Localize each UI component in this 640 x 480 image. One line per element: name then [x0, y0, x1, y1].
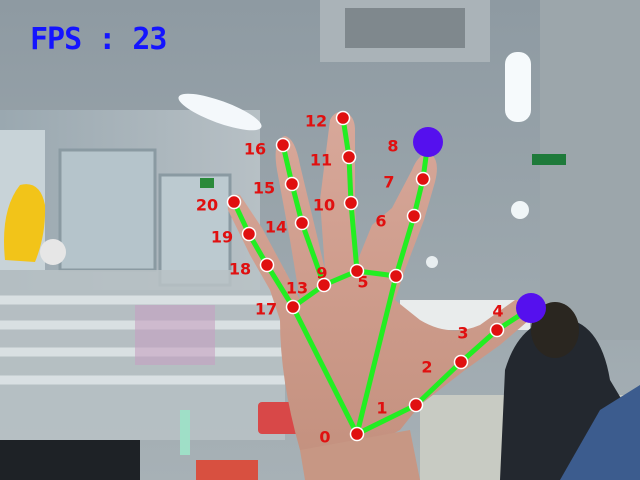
keypoint-5	[388, 268, 404, 284]
fingertip-highlight-8	[413, 127, 443, 157]
keypoint-label-0: 0	[319, 428, 330, 447]
skeleton-bone-9-10	[348, 200, 360, 274]
keypoint-label-12: 12	[305, 112, 327, 131]
hand	[227, 111, 535, 480]
skeleton-bone-1-2	[413, 359, 464, 408]
keypoint-12	[335, 110, 351, 126]
keypoint-1	[408, 397, 424, 413]
keypoint-10	[343, 195, 359, 211]
keypoint-label-8: 8	[387, 137, 398, 156]
keypoint-label-15: 15	[253, 179, 275, 198]
skeleton-bone-0-5	[354, 273, 399, 437]
keypoint-label-11: 11	[310, 151, 332, 170]
keypoint-7	[415, 171, 431, 187]
keypoint-label-2: 2	[421, 358, 432, 377]
keypoint-15	[284, 176, 300, 192]
keypoint-label-4: 4	[492, 302, 503, 321]
skeleton-bone-5-6	[393, 213, 417, 279]
ceiling-light	[505, 52, 531, 122]
keypoint-label-17: 17	[255, 300, 277, 319]
skeleton-bone-13-14	[299, 220, 327, 288]
keypoint-3	[489, 322, 505, 338]
keypoint-label-6: 6	[375, 212, 386, 231]
keypoint-9	[349, 263, 365, 279]
keypoint-6	[406, 208, 422, 224]
keypoint-label-16: 16	[244, 140, 266, 159]
skeleton-bone-2-3	[458, 327, 500, 365]
keypoint-20	[226, 194, 242, 210]
fingertip-highlight-4	[516, 293, 546, 323]
keypoint-14	[294, 215, 310, 231]
keypoint-11	[341, 149, 357, 165]
ceiling-light	[178, 93, 262, 131]
keypoint-2	[453, 354, 469, 370]
skeleton-bone-0-1	[354, 402, 419, 437]
keypoint-label-10: 10	[313, 196, 335, 215]
keypoint-18	[259, 257, 275, 273]
keypoint-17	[285, 299, 301, 315]
keypoint-19	[241, 226, 257, 242]
keypoint-label-3: 3	[457, 324, 468, 343]
skeleton-bone-0-17	[290, 304, 360, 437]
keypoint-label-13: 13	[286, 279, 308, 298]
keypoint-0	[349, 426, 365, 442]
keypoint-13	[316, 277, 332, 293]
monitor	[0, 440, 140, 480]
skeleton-bone-10-11	[346, 154, 354, 206]
skeleton-bone-17-18	[264, 262, 296, 310]
keypoint-label-19: 19	[211, 228, 233, 247]
keypoint-label-7: 7	[383, 173, 394, 192]
keypoint-label-9: 9	[316, 264, 327, 283]
yellow-toy	[4, 184, 46, 262]
keypoint-16	[275, 137, 291, 153]
keypoint-label-20: 20	[196, 196, 218, 215]
fps-counter: FPS : 23	[30, 22, 167, 57]
keypoint-label-1: 1	[376, 399, 387, 418]
keypoint-label-5: 5	[357, 273, 368, 292]
keypoint-label-18: 18	[229, 260, 251, 279]
keypoint-label-14: 14	[265, 218, 287, 237]
